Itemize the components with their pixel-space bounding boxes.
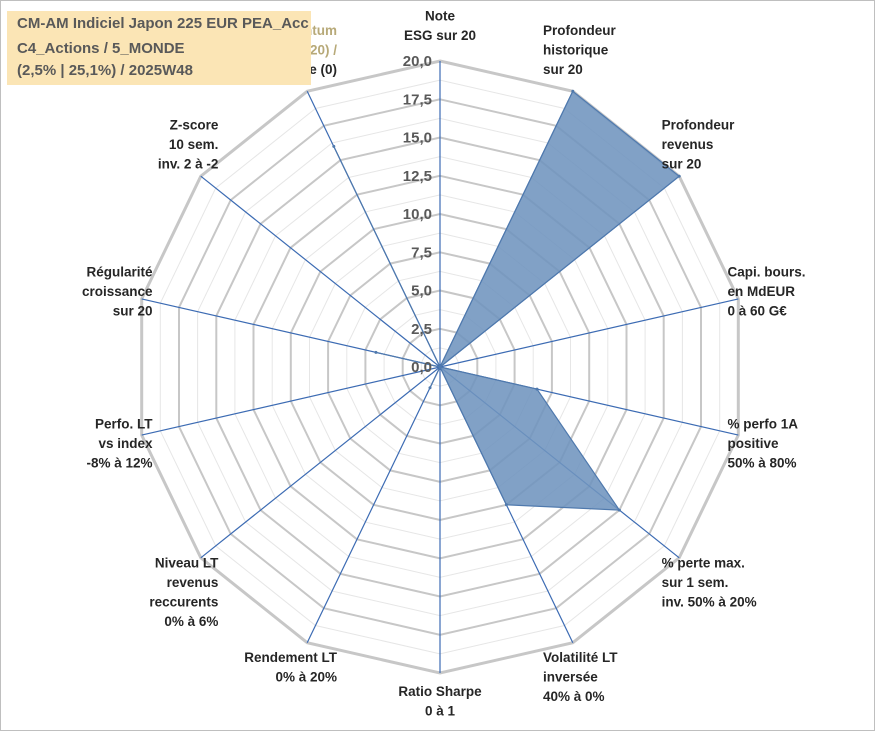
category-label: Perfo. LT vs index -8% à 12% bbox=[86, 416, 153, 470]
category-label-line: 0% à 6% bbox=[164, 614, 218, 629]
series-point bbox=[571, 89, 575, 93]
category-label-line: croissance bbox=[82, 284, 153, 299]
series-point bbox=[677, 174, 681, 178]
title-box: CM-AM Indiciel Japon 225 EUR PEA_Acc C4_… bbox=[7, 11, 311, 85]
category-label-line: Perfo. LT bbox=[95, 416, 153, 431]
category-label: % perte max. sur 1 sem. inv. 50% à 20% bbox=[662, 556, 757, 610]
tick-label: 0,0 bbox=[411, 359, 432, 376]
category-label-line: 0% à 20% bbox=[275, 670, 337, 685]
series-point bbox=[428, 386, 432, 390]
category-label-line: historique bbox=[543, 42, 609, 57]
tick-label: 7,5 bbox=[411, 244, 432, 261]
category-label-line: sur 20 bbox=[113, 304, 153, 319]
category-label: Capi. bours. en MdEUR 0 à 60 G€ bbox=[728, 265, 806, 319]
category-label: Profondeur historique sur 20 bbox=[543, 23, 616, 77]
category-label-line: 10 sem. bbox=[169, 137, 219, 152]
category-label-line: positive bbox=[728, 436, 780, 451]
category-label-line: reccurents bbox=[149, 595, 218, 610]
category-label-line: inv. 2 à -2 bbox=[158, 156, 219, 171]
category-label-line: 0 à 1 bbox=[425, 704, 456, 719]
category-label-line: sur 1 sem. bbox=[662, 575, 729, 590]
category-label: Volatilité LT inversée 40% à 0% bbox=[543, 650, 618, 704]
category-label-line: -8% à 12% bbox=[86, 455, 152, 470]
category-label: Z-score 10 sem. inv. 2 à -2 bbox=[158, 117, 219, 171]
spoke bbox=[306, 366, 441, 643]
category-label-line: Régularité bbox=[86, 265, 153, 280]
category-label: Niveau LT revenus reccurents 0% à 6% bbox=[149, 556, 219, 630]
title-line-2: C4_Actions / 5_MONDE bbox=[17, 40, 185, 57]
category-label: Profondeur revenus sur 20 bbox=[662, 117, 735, 171]
data-series bbox=[332, 89, 681, 512]
category-label-line: Note bbox=[425, 9, 455, 24]
category-label-line: 0 à 60 G€ bbox=[728, 304, 788, 319]
category-label-line: Ratio Sharpe bbox=[398, 684, 482, 699]
category-label-line: % perte max. bbox=[662, 556, 745, 571]
series-point bbox=[438, 365, 442, 369]
category-label: Rendement LT 0% à 20% bbox=[244, 650, 338, 685]
category-label-line: Profondeur bbox=[662, 117, 735, 132]
category-label: Régularité croissance sur 20 bbox=[82, 265, 153, 319]
category-label-line: Volatilité LT bbox=[543, 650, 618, 665]
category-label-line: revenus bbox=[167, 575, 219, 590]
tick-label: 17,5 bbox=[403, 91, 432, 108]
category-label-line: Rendement LT bbox=[244, 650, 338, 665]
category-label-line: revenus bbox=[662, 137, 714, 152]
title-line-1: CM-AM Indiciel Japon 225 EUR PEA_Acc bbox=[17, 15, 309, 32]
category-label-line: Niveau LT bbox=[155, 556, 219, 571]
series-area bbox=[333, 90, 681, 511]
spoke bbox=[200, 366, 441, 559]
tick-labels: 0,0 2,5 5,0 7,5 10,0 12,5 15,0 17,5 20,0 bbox=[403, 53, 432, 376]
category-label: Note ESG sur 20 bbox=[404, 9, 476, 44]
category-label: Ratio Sharpe 0 à 1 bbox=[398, 684, 482, 719]
category-label-line: vs index bbox=[98, 436, 153, 451]
tick-label: 2,5 bbox=[411, 321, 432, 338]
category-label-line: sur 20 bbox=[543, 62, 583, 77]
category-label-line: inversée bbox=[543, 670, 598, 685]
category-label-line: % perfo 1A bbox=[728, 416, 799, 431]
spoke bbox=[439, 298, 739, 368]
spoke bbox=[141, 366, 441, 436]
series-point bbox=[374, 350, 378, 354]
series-point bbox=[535, 387, 539, 391]
category-label-line: en MdEUR bbox=[728, 284, 796, 299]
series-point bbox=[332, 144, 336, 148]
tick-label: 15,0 bbox=[403, 130, 432, 147]
category-label: % perfo 1A positive 50% à 80% bbox=[728, 416, 799, 470]
category-label-line: ESG sur 20 bbox=[404, 28, 476, 43]
category-label-line: 40% à 0% bbox=[543, 689, 605, 704]
tick-label: 20,0 bbox=[403, 53, 432, 70]
series-point bbox=[504, 503, 508, 507]
title-line-3: (2,5% | 25,1%) / 2025W48 bbox=[17, 62, 193, 79]
spoke bbox=[200, 175, 441, 368]
category-label-line: Capi. bours. bbox=[728, 265, 806, 280]
tick-label: 5,0 bbox=[411, 283, 432, 300]
category-label-line: inv. 50% à 20% bbox=[662, 595, 757, 610]
category-label-line: 50% à 80% bbox=[728, 455, 797, 470]
category-label-line: Profondeur bbox=[543, 23, 616, 38]
category-label-line: sur 20 bbox=[662, 156, 702, 171]
category-label-line: Z-score bbox=[170, 117, 219, 132]
tick-label: 10,0 bbox=[403, 206, 432, 223]
series-point bbox=[617, 508, 621, 512]
tick-label: 12,5 bbox=[403, 168, 432, 185]
